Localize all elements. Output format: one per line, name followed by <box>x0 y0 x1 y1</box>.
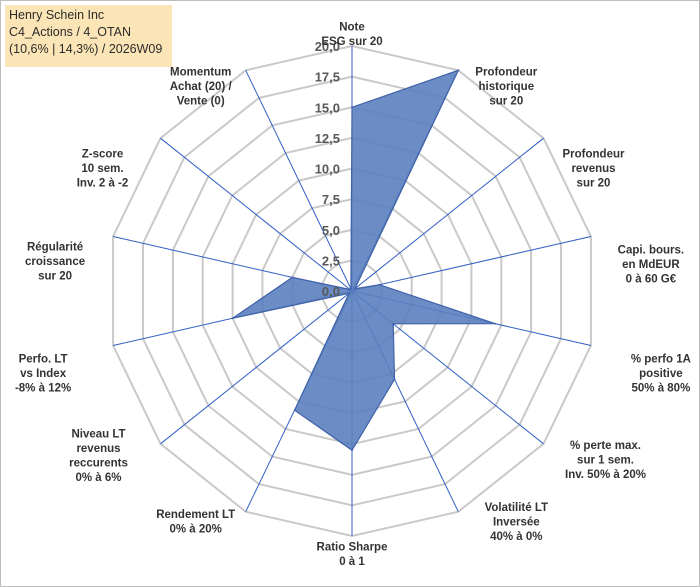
axis-label-2-line-2: sur 20 <box>577 177 611 189</box>
axis-label-1: Profondeur historique sur 20 <box>475 66 537 107</box>
axis-label-13-line-0: Momentum <box>170 66 231 78</box>
axis-label-layer: Note ESG sur 20 Profondeur historique sur 20… <box>15 21 691 568</box>
axis-label-12: Z-score 10 sem. Inv. 2 à -2 <box>77 148 129 189</box>
portfolio-name: C4_Actions / 4_OTAN <box>9 25 132 39</box>
data-point-11 <box>291 276 294 279</box>
axis-label-11: Régularité croissance sur 20 <box>25 242 85 283</box>
axis-label-5: % perte max. sur 1 sem. Inv. 50% à 20% <box>565 440 646 481</box>
axis-label-7: Ratio Sharpe 0 à 1 <box>317 541 388 568</box>
data-point-1 <box>457 69 460 72</box>
data-point-9 <box>348 292 350 295</box>
axis-label-10-line-0: Perfo. LT <box>19 354 68 366</box>
tick-label-1: 2,5 <box>322 253 340 268</box>
series-layer <box>231 69 497 452</box>
axis-label-0-line-0: Note <box>339 21 365 33</box>
axis-label-5-line-2: Inv. 50% à 20% <box>565 469 646 481</box>
data-point-4 <box>494 322 497 325</box>
axis-label-6-line-1: Inversée <box>493 516 540 528</box>
axis-label-4-line-2: 50% à 80% <box>631 383 690 395</box>
axis-label-1-line-1: historique <box>479 81 535 93</box>
data-point-3 <box>378 283 381 286</box>
axis-label-2-line-1: revenus <box>571 163 615 175</box>
info-box: Henry Schein Inc C4_Actions / 4_OTAN (10… <box>5 5 172 67</box>
axis-label-5-line-0: % perte max. <box>570 440 641 452</box>
tick-label-0: 0,0 <box>322 284 340 299</box>
axis-spoke-12 <box>160 137 353 292</box>
axis-spoke-2 <box>351 137 544 292</box>
axis-spoke-3 <box>351 236 592 292</box>
data-point-13 <box>350 287 352 290</box>
axis-label-6-line-2: 40% à 0% <box>490 531 542 543</box>
axis-label-9-line-3: 0% à 6% <box>75 472 121 484</box>
axis-label-13-line-2: Vente (0) <box>177 95 225 107</box>
axis-label-12-line-2: Inv. 2 à -2 <box>77 177 129 189</box>
axis-label-2: Profondeur revenus sur 20 <box>563 148 625 189</box>
axis-label-9: Niveau LT revenus reccurents 0% à 6% <box>69 429 128 485</box>
axis-label-1-line-0: Profondeur <box>475 66 537 78</box>
axis-label-3: Capi. bours. en MdEUR 0 à 60 G€ <box>618 245 684 286</box>
axis-label-9-line-0: Niveau LT <box>71 429 125 441</box>
tick-label-6: 15,0 <box>315 100 340 115</box>
axis-label-1-line-2: sur 20 <box>489 95 523 107</box>
axis-label-8-line-1: 0% à 20% <box>169 524 221 536</box>
axis-label-3-line-1: en MdEUR <box>622 259 680 271</box>
axis-label-5-line-1: sur 1 sem. <box>577 454 634 466</box>
company-name: Henry Schein Inc <box>9 8 105 22</box>
axis-label-4: % perfo 1A positive 50% à 80% <box>631 354 691 395</box>
data-point-8 <box>293 409 296 412</box>
tick-layer: 0,0 2,5 5,0 7,5 10,0 12,5 15,0 17,5 20,0 <box>315 39 340 299</box>
data-point-10 <box>231 317 234 320</box>
axis-label-3-line-2: 0 à 60 G€ <box>626 274 677 286</box>
axis-label-11-line-2: sur 20 <box>38 271 72 283</box>
axis-label-8-line-0: Rendement LT <box>156 509 235 521</box>
axis-label-9-line-1: revenus <box>76 443 120 455</box>
axis-spoke-9 <box>160 290 353 445</box>
tick-label-7: 17,5 <box>315 70 340 85</box>
axis-label-6-line-0: Volatilité LT <box>485 502 548 514</box>
axis-label-12-line-0: Z-score <box>82 148 124 160</box>
axis-label-0: Note ESG sur 20 <box>321 21 382 48</box>
tick-label-8: 20,0 <box>315 39 340 54</box>
axis-label-11-line-1: croissance <box>25 256 85 268</box>
tick-label-4: 10,0 <box>315 162 340 177</box>
axis-label-0-line-1: ESG sur 20 <box>321 36 382 48</box>
data-point-5 <box>392 322 395 325</box>
data-point-7 <box>351 449 353 452</box>
tick-label-5: 12,5 <box>315 131 340 146</box>
data-point-0 <box>351 106 353 109</box>
tick-label-2: 5,0 <box>322 223 340 238</box>
axis-spoke-13 <box>245 70 353 292</box>
axis-label-4-line-0: % perfo 1A <box>631 354 691 366</box>
axis-label-6: Volatilité LT Inversée 40% à 0% <box>485 502 548 543</box>
axis-label-3-line-0: Capi. bours. <box>618 245 684 257</box>
axis-label-4-line-1: positive <box>639 368 682 380</box>
axis-label-10-line-2: -8% à 12% <box>15 383 71 395</box>
data-point-6 <box>393 378 396 381</box>
axis-label-11-line-0: Régularité <box>27 242 83 254</box>
axis-label-7-line-0: Ratio Sharpe <box>317 541 388 553</box>
axis-label-12-line-1: 10 sem. <box>81 163 123 175</box>
axis-label-13-line-1: Achat (20) / <box>170 81 233 93</box>
axis-label-7-line-1: 0 à 1 <box>339 556 365 568</box>
axis-label-2-line-0: Profondeur <box>563 148 625 160</box>
tick-label-3: 7,5 <box>322 192 340 207</box>
axis-label-10: Perfo. LT vs Index -8% à 12% <box>15 354 71 395</box>
axis-label-8: Rendement LT 0% à 20% <box>156 509 235 536</box>
axis-label-13: Momentum Achat (20) / Vente (0) <box>170 66 233 107</box>
axis-label-9-line-2: reccurents <box>69 458 128 470</box>
data-point-2 <box>354 287 356 290</box>
performance-stats: (10,6% | 14,3%) / 2026W09 <box>9 42 163 56</box>
axis-label-10-line-1: vs Index <box>20 368 67 380</box>
series-area-0 <box>232 69 496 452</box>
